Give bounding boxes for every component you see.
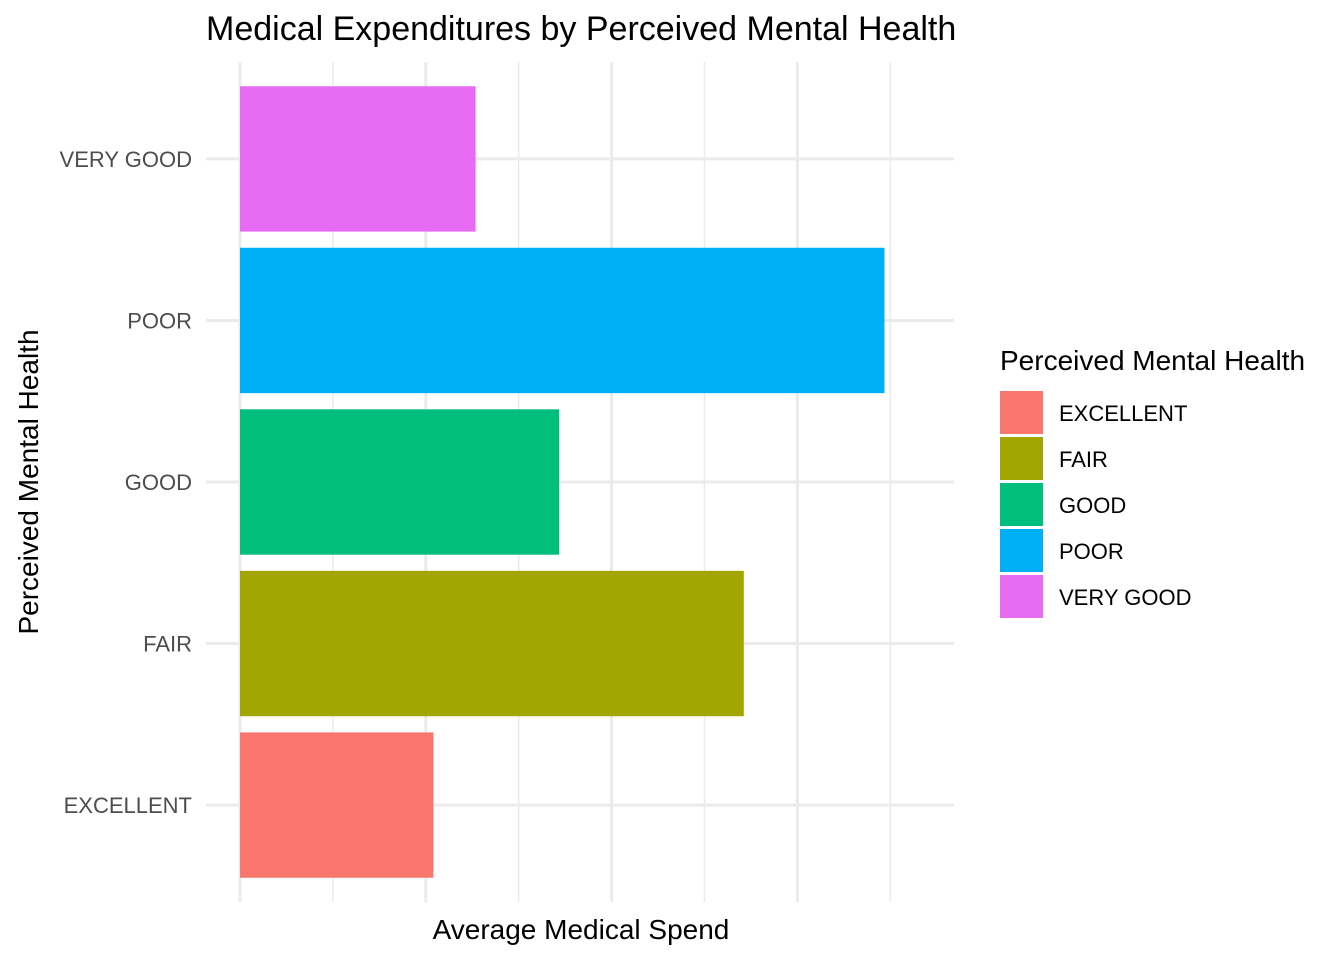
y-tick-label: EXCELLENT [64,793,192,818]
bar-excellent [240,732,434,878]
y-axis-title: Perceived Mental Health [13,329,44,634]
legend-label: EXCELLENT [1059,401,1187,426]
bar-fair [240,570,744,717]
bar-good [240,409,560,555]
legend-title: Perceived Mental Health [1000,345,1305,376]
legend-swatch [1000,529,1043,572]
bars [240,86,885,878]
y-tick-label: POOR [127,308,192,333]
legend-label: GOOD [1059,493,1126,518]
legend-label: VERY GOOD [1059,585,1191,610]
bar-poor [240,247,885,394]
legend-swatch [1000,391,1043,434]
x-axis-title: Average Medical Spend [433,914,730,945]
legend-swatch [1000,483,1043,526]
y-tick-label: VERY GOOD [60,147,192,172]
legend-swatch [1000,437,1043,480]
y-tick-label: FAIR [143,632,192,657]
legend-items: EXCELLENT FAIR GOOD POOR VERY GOOD [1000,391,1191,618]
y-tick-label: GOOD [125,470,192,495]
bar-very-good [240,86,476,232]
y-axis-ticks: EXCELLENT FAIR GOOD POOR VERY GOOD [60,147,192,818]
legend-label: POOR [1059,539,1124,564]
legend: Perceived Mental Health EXCELLENT FAIR GOO… [1000,345,1305,618]
chart-title: Medical Expenditures by Perceived Mental… [206,10,956,48]
legend-swatch [1000,575,1043,618]
legend-label: FAIR [1059,447,1108,472]
